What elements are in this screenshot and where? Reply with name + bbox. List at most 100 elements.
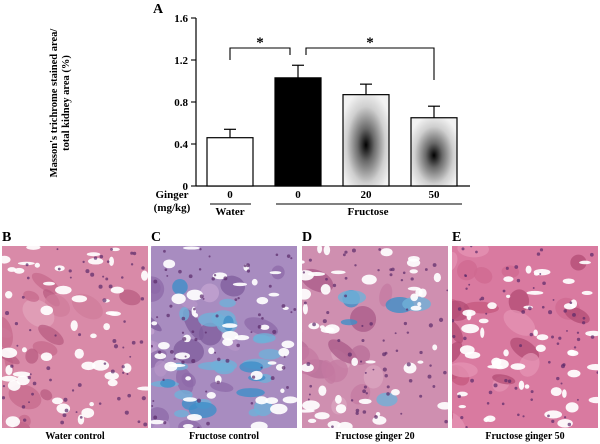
tissue-texture [550, 387, 562, 397]
tissue-texture [468, 283, 471, 286]
tissue-texture [122, 346, 125, 349]
tissue-texture [82, 260, 85, 264]
tissue-texture [437, 402, 448, 410]
tissue-texture [585, 330, 598, 337]
tissue-texture [286, 386, 289, 389]
significance-bracket [229, 47, 291, 60]
tissue-texture [113, 344, 119, 349]
tissue-texture [23, 418, 27, 422]
tissue-texture [480, 327, 485, 339]
tissue-texture [25, 263, 29, 267]
tissue-texture [98, 284, 103, 289]
tissue-texture [174, 409, 189, 418]
tissue-texture [355, 411, 359, 415]
tissue-texture [257, 325, 262, 329]
tissue-texture [151, 338, 162, 350]
tissue-texture [488, 390, 493, 395]
tissue-texture [418, 288, 427, 298]
tissue-texture [57, 267, 61, 271]
tissue-texture [551, 419, 555, 423]
tissue-texture [193, 307, 196, 311]
tissue-texture [365, 392, 368, 395]
tissue-texture [361, 324, 364, 328]
tissue-texture [34, 262, 40, 268]
tissue-texture [419, 394, 423, 398]
tissue-texture [250, 421, 268, 428]
tissue-texture [163, 421, 167, 425]
tissue-texture [350, 399, 354, 402]
tissue-texture [302, 271, 306, 274]
tissue-texture [68, 269, 72, 273]
tissue-texture [110, 247, 114, 251]
tissue-texture [214, 351, 217, 354]
tissue-texture [250, 331, 253, 334]
tissue-texture [272, 329, 277, 335]
bar-chart: 0 0.4 0.8 1.2 1.6 0 0 20 50 Ginger(mg/kg) Water Fru… [154, 13, 470, 218]
tissue-texture [362, 389, 367, 394]
tissue-texture [406, 362, 411, 367]
tissue-texture [51, 397, 64, 405]
caption-fructose-ginger-20: Fructose ginger 20 [335, 431, 415, 442]
tissue-texture [110, 369, 115, 374]
tissue-texture [378, 248, 382, 251]
tissue-texture [236, 388, 265, 398]
tissue-texture [12, 371, 31, 377]
tissue-texture [400, 412, 403, 415]
tissue-texture [579, 260, 591, 265]
tissue-texture [123, 320, 126, 323]
tissue-texture [208, 347, 215, 355]
tissue-texture [307, 418, 317, 424]
tissue-texture [566, 329, 568, 332]
tissue-texture [211, 277, 215, 281]
tissue-texture [200, 283, 220, 303]
tissue-texture [17, 261, 35, 266]
tissue-texture [504, 378, 508, 383]
tissue-texture [102, 298, 107, 303]
tissue-texture [178, 419, 203, 428]
tissue-texture [405, 308, 409, 311]
tissue-texture [293, 308, 297, 311]
tissue-texture [151, 419, 170, 428]
significance-star: * [256, 35, 264, 51]
tissue-texture [395, 349, 399, 353]
tissue-texture [514, 386, 518, 390]
tissue-texture [428, 323, 433, 328]
tissue-texture [99, 254, 104, 259]
tissue-texture [156, 316, 159, 319]
tissue-texture [281, 304, 286, 308]
tissue-texture [375, 411, 381, 417]
tissue-texture [153, 415, 158, 420]
tissue-texture [199, 248, 202, 251]
tissue-texture [309, 384, 313, 388]
tissue-texture [258, 348, 282, 360]
tissue-texture [444, 419, 448, 424]
tissue-texture [376, 392, 398, 407]
tissue-texture [260, 366, 263, 369]
tissue-texture [2, 396, 6, 400]
tissue-texture [108, 284, 113, 289]
tissue-texture [169, 349, 174, 354]
tissue-texture [410, 305, 422, 311]
tissue-texture [216, 380, 220, 385]
tissue-texture [337, 339, 341, 343]
tissue-texture [222, 323, 238, 328]
tissue-texture [198, 268, 202, 271]
x-tick-label: 20 [361, 189, 373, 201]
tissue-texture [458, 405, 466, 409]
tissue-texture [464, 274, 468, 278]
tissue-texture [43, 281, 55, 286]
tissue-texture [331, 425, 334, 428]
tissue-texture [429, 364, 432, 367]
tissue-texture [547, 360, 551, 364]
tissue-texture [169, 304, 173, 308]
tissue-texture [206, 421, 210, 426]
tissue-texture [351, 357, 359, 367]
tissue-texture [188, 274, 193, 279]
tissue-texture [151, 321, 158, 326]
panel-letter-d: D [302, 230, 313, 245]
caption-fructose-control: Fructose control [188, 431, 260, 442]
tissue-texture [2, 375, 18, 382]
tissue-texture [234, 298, 238, 302]
tissue-texture [322, 319, 327, 324]
tissue-texture [588, 396, 598, 404]
